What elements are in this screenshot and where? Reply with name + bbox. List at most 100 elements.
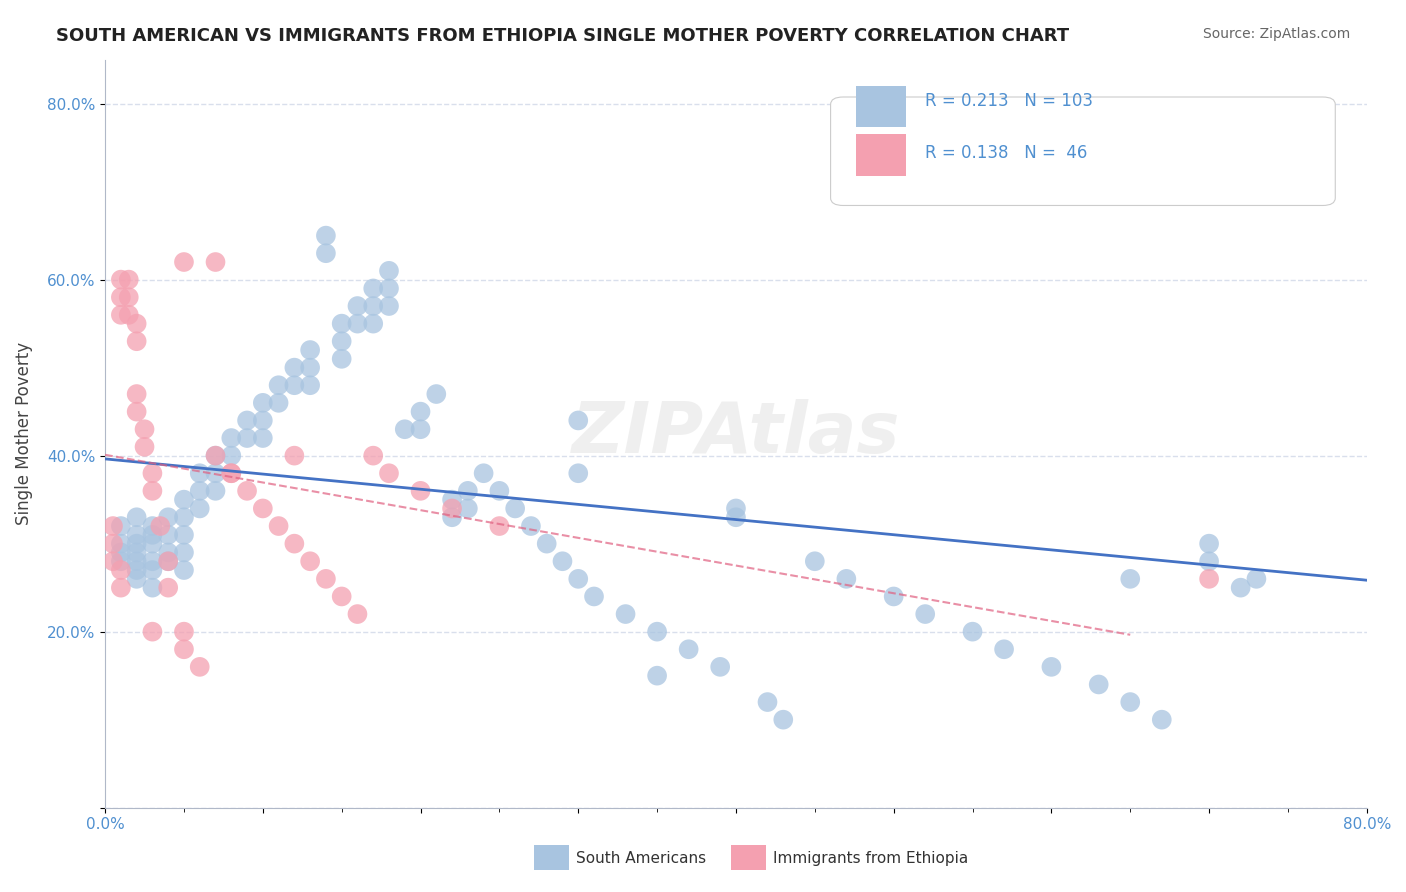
Point xyxy=(141,554,163,568)
Point xyxy=(409,483,432,498)
Point xyxy=(536,536,558,550)
Point xyxy=(567,413,589,427)
Point xyxy=(252,431,274,445)
Point xyxy=(149,519,172,533)
Text: South Americans: South Americans xyxy=(576,851,707,865)
FancyBboxPatch shape xyxy=(831,97,1336,205)
Point xyxy=(173,563,195,577)
Text: R = 0.138   N =  46: R = 0.138 N = 46 xyxy=(925,145,1088,162)
Point xyxy=(173,624,195,639)
Point xyxy=(204,449,226,463)
Point xyxy=(441,501,464,516)
Point xyxy=(125,545,148,559)
Point xyxy=(488,519,510,533)
Point xyxy=(1040,140,1063,154)
Point xyxy=(1246,572,1268,586)
Point xyxy=(173,528,195,542)
Point xyxy=(219,449,242,463)
Point xyxy=(330,317,353,331)
Point xyxy=(173,642,195,657)
Point xyxy=(346,607,368,621)
Point xyxy=(125,554,148,568)
Point xyxy=(267,396,290,410)
Point xyxy=(141,581,163,595)
Point xyxy=(157,545,180,559)
Point xyxy=(330,351,353,366)
Point xyxy=(772,713,794,727)
Point xyxy=(110,545,132,559)
Y-axis label: Single Mother Poverty: Single Mother Poverty xyxy=(15,342,32,525)
Point xyxy=(409,404,432,418)
Point xyxy=(125,317,148,331)
Point xyxy=(125,572,148,586)
Point xyxy=(346,299,368,313)
Point xyxy=(582,590,605,604)
Bar xyxy=(856,135,907,176)
Point xyxy=(361,281,384,295)
Point xyxy=(110,536,132,550)
Text: ZIPAtlas: ZIPAtlas xyxy=(572,399,900,468)
Point xyxy=(1198,554,1220,568)
Point xyxy=(219,467,242,481)
Point xyxy=(315,572,337,586)
Point xyxy=(962,624,984,639)
Point xyxy=(267,378,290,392)
Point xyxy=(361,299,384,313)
Point xyxy=(315,246,337,260)
Point xyxy=(283,449,305,463)
Point xyxy=(125,563,148,577)
Point xyxy=(1119,572,1142,586)
Point xyxy=(709,660,731,674)
Point xyxy=(157,554,180,568)
Point xyxy=(236,483,259,498)
Point xyxy=(678,642,700,657)
Point xyxy=(219,431,242,445)
Point xyxy=(101,554,124,568)
Point xyxy=(804,554,827,568)
Point xyxy=(1150,713,1173,727)
Point xyxy=(110,563,132,577)
Point xyxy=(1198,536,1220,550)
Point xyxy=(101,519,124,533)
Point xyxy=(157,554,180,568)
Point xyxy=(110,272,132,286)
Point xyxy=(173,545,195,559)
Point xyxy=(157,510,180,524)
Point xyxy=(361,449,384,463)
Point xyxy=(330,590,353,604)
Point xyxy=(1087,677,1109,691)
Point xyxy=(157,581,180,595)
Point xyxy=(204,467,226,481)
Point xyxy=(409,422,432,436)
Point xyxy=(125,510,148,524)
Point xyxy=(1119,695,1142,709)
Point xyxy=(125,387,148,401)
Point xyxy=(141,483,163,498)
Point xyxy=(141,519,163,533)
Point xyxy=(173,510,195,524)
Point xyxy=(472,467,495,481)
Point xyxy=(378,264,401,278)
Point xyxy=(219,467,242,481)
Point xyxy=(110,554,132,568)
Point xyxy=(283,378,305,392)
Point xyxy=(283,360,305,375)
Point xyxy=(173,255,195,269)
Point xyxy=(567,467,589,481)
Point xyxy=(346,317,368,331)
Point xyxy=(378,281,401,295)
Point xyxy=(125,536,148,550)
Point xyxy=(173,492,195,507)
Point xyxy=(134,440,156,454)
Point xyxy=(141,528,163,542)
Point xyxy=(236,413,259,427)
Point xyxy=(1229,581,1251,595)
Point xyxy=(134,422,156,436)
Point xyxy=(883,590,905,604)
Point xyxy=(394,422,416,436)
Point xyxy=(551,554,574,568)
Point xyxy=(724,501,747,516)
Point xyxy=(441,510,464,524)
Text: Immigrants from Ethiopia: Immigrants from Ethiopia xyxy=(773,851,969,865)
Point xyxy=(125,404,148,418)
